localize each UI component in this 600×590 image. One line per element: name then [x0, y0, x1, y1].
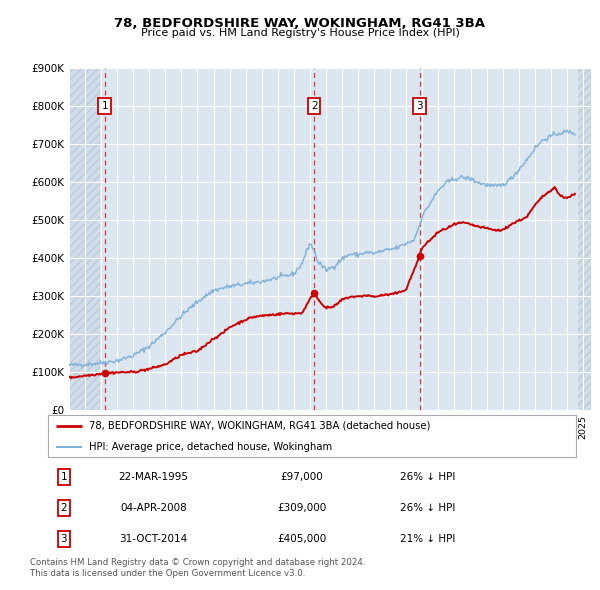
Text: 22-MAR-1995: 22-MAR-1995 [119, 473, 188, 482]
Text: 04-APR-2008: 04-APR-2008 [120, 503, 187, 513]
Bar [578, 68, 591, 410]
Text: 21% ↓ HPI: 21% ↓ HPI [400, 534, 456, 543]
Text: £97,000: £97,000 [280, 473, 323, 482]
Text: 1: 1 [61, 473, 67, 482]
Text: Contains HM Land Registry data © Crown copyright and database right 2024.
This d: Contains HM Land Registry data © Crown c… [30, 558, 365, 578]
Text: 3: 3 [61, 534, 67, 543]
Text: 2: 2 [311, 101, 317, 111]
Text: 1: 1 [101, 101, 108, 111]
Text: 78, BEDFORDSHIRE WAY, WOKINGHAM, RG41 3BA (detached house): 78, BEDFORDSHIRE WAY, WOKINGHAM, RG41 3B… [89, 421, 431, 431]
Text: £309,000: £309,000 [277, 503, 326, 513]
Bar [69, 68, 100, 410]
Text: 3: 3 [416, 101, 423, 111]
Text: 31-OCT-2014: 31-OCT-2014 [119, 534, 188, 543]
Text: 78, BEDFORDSHIRE WAY, WOKINGHAM, RG41 3BA: 78, BEDFORDSHIRE WAY, WOKINGHAM, RG41 3B… [115, 17, 485, 30]
Text: Price paid vs. HM Land Registry's House Price Index (HPI): Price paid vs. HM Land Registry's House … [140, 28, 460, 38]
Text: 26% ↓ HPI: 26% ↓ HPI [400, 503, 456, 513]
Text: 2: 2 [61, 503, 67, 513]
Text: 26% ↓ HPI: 26% ↓ HPI [400, 473, 456, 482]
Text: £405,000: £405,000 [277, 534, 326, 543]
Text: HPI: Average price, detached house, Wokingham: HPI: Average price, detached house, Woki… [89, 442, 332, 452]
